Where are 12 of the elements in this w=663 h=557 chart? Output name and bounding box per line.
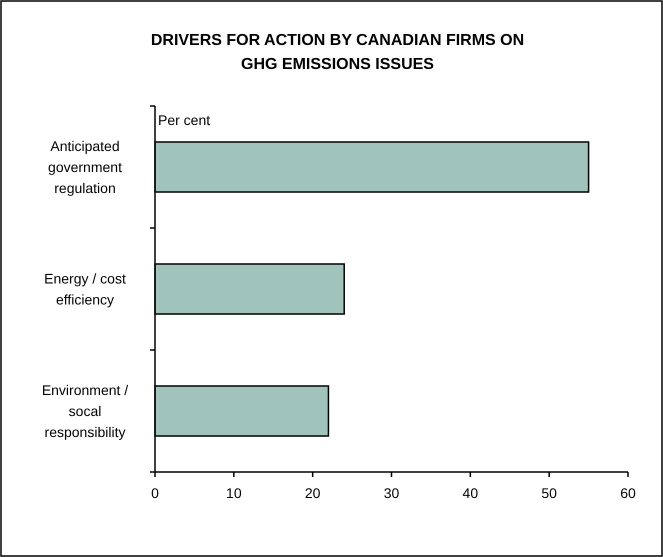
- y-tick-label: Energy / cost efficiency: [44, 270, 126, 308]
- y-tick-label: Environment / socal responsibility: [42, 382, 128, 440]
- x-tick-label: 10: [226, 485, 242, 501]
- x-tick-label: 60: [620, 485, 636, 501]
- x-tick-label: 0: [151, 485, 160, 501]
- chart-title: DRIVERS FOR ACTION BY CANADIAN FIRMS ON GHG EMISSIONS ISSUES: [150, 32, 524, 73]
- x-axis-title: Per cent: [158, 112, 210, 128]
- x-tick-label: 40: [462, 485, 478, 501]
- y-tick-label: Anticipated government regulation: [48, 138, 122, 196]
- x-tick-label: 50: [541, 485, 558, 501]
- x-tick-label: 30: [384, 485, 400, 501]
- x-tick-label: 20: [304, 485, 321, 501]
